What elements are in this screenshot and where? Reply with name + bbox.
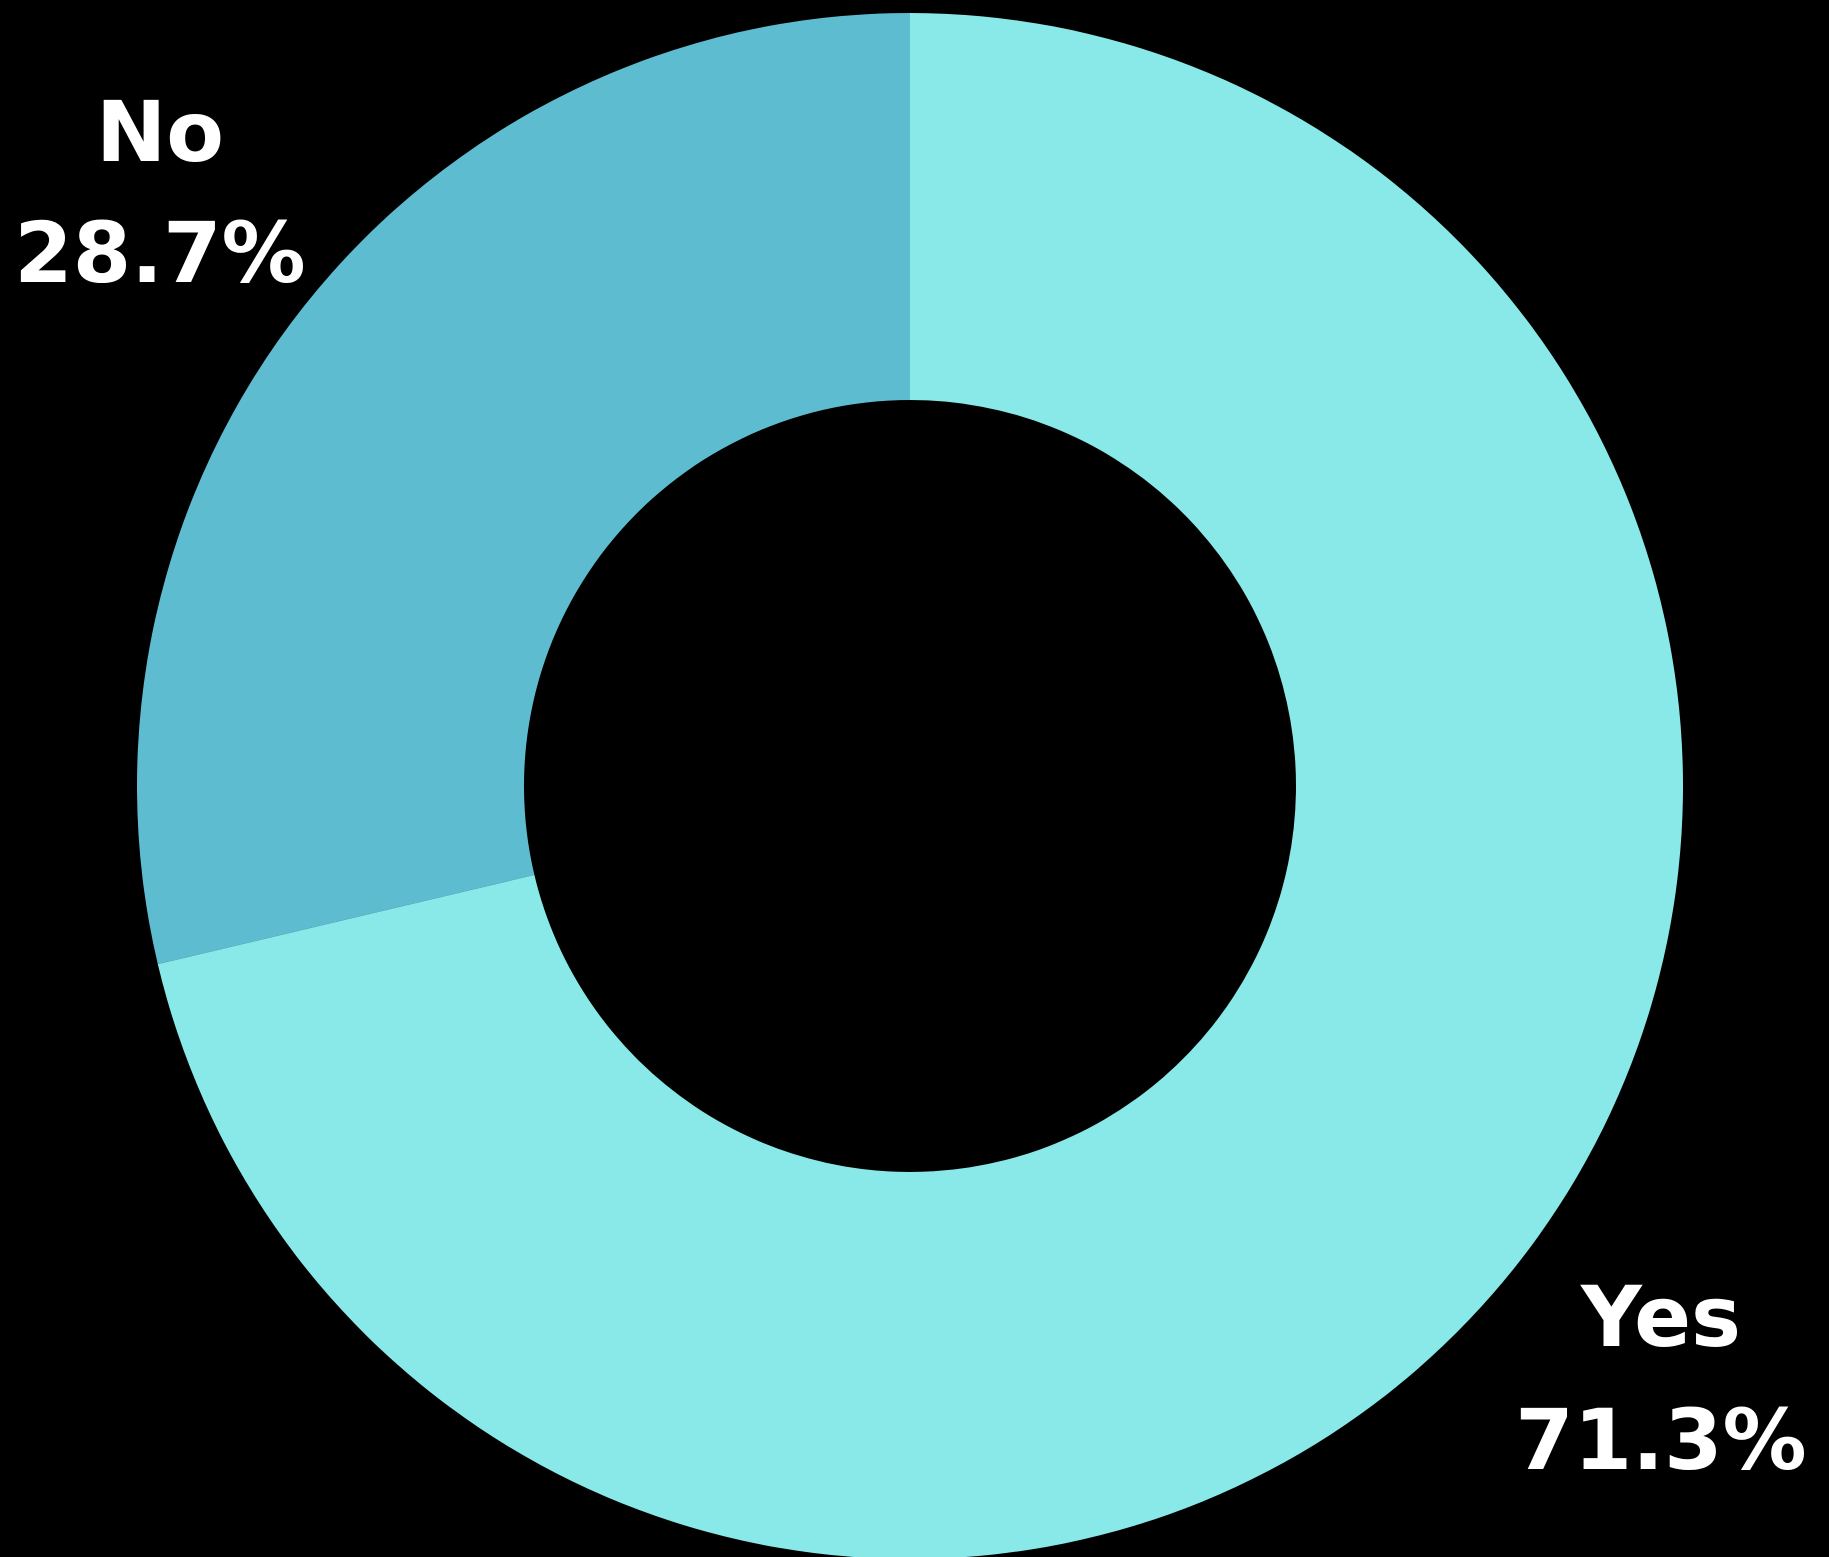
- value-label: 28.7%: [14, 204, 305, 302]
- value-label: 71.3%: [1515, 1391, 1806, 1489]
- slice-label: No: [96, 83, 224, 181]
- slice: [137, 13, 910, 965]
- slice-label: Yes: [1580, 1268, 1741, 1366]
- slice: [157, 13, 1683, 1557]
